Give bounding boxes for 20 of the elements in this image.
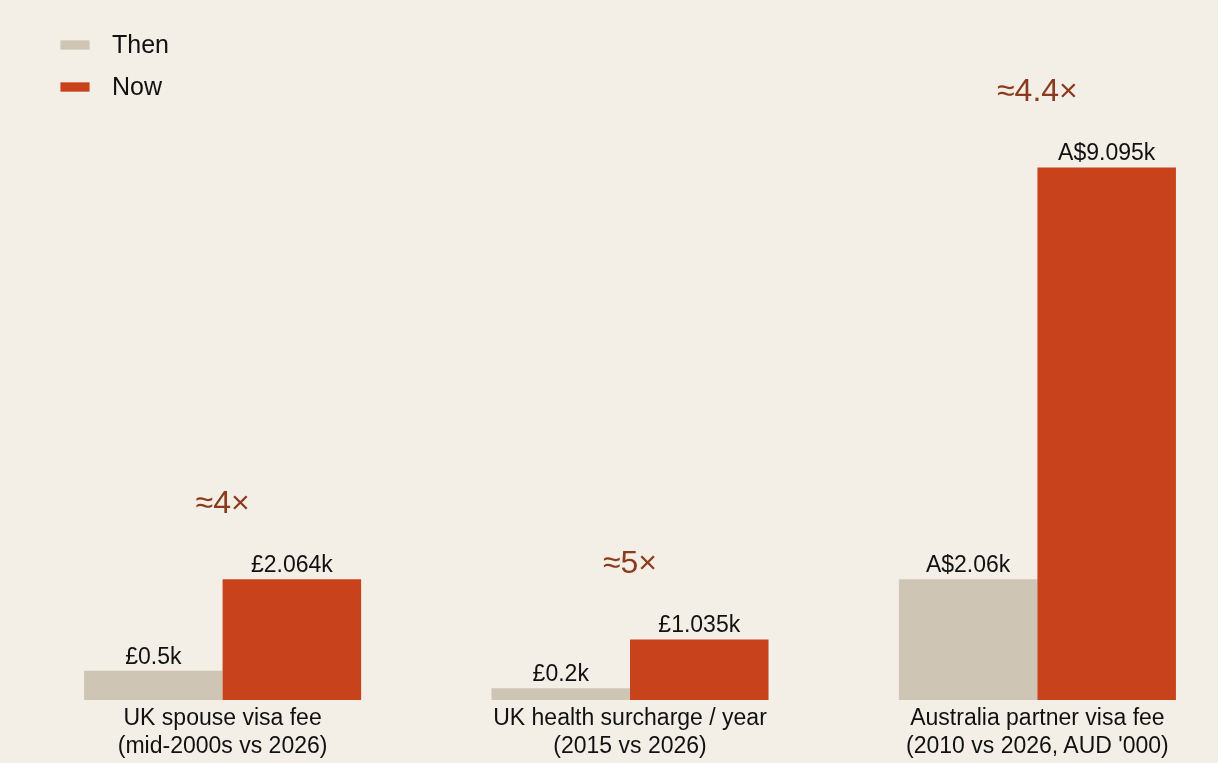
x-tick-label: UK spouse visa fee (mid-2000s vs 2026) — [117, 703, 328, 758]
text: ≈4.4× — [997, 72, 1078, 109]
x-tick-label: UK health surcharge / year (2015 vs 2026) — [493, 703, 768, 758]
legend-label: Then — [112, 30, 169, 58]
data-label: A$2.06k — [925, 551, 1011, 578]
annotation: ≈5× — [602, 544, 658, 581]
data-label: £2.064k — [250, 551, 334, 578]
legend-label: Now — [112, 72, 163, 100]
data-label: A$9.095k — [1058, 139, 1156, 166]
data-label: £0.2k — [532, 660, 590, 687]
annotation: ≈4× — [195, 484, 250, 521]
bar — [491, 688, 630, 700]
bar — [84, 670, 223, 700]
bar — [630, 639, 769, 700]
data-label: £1.035k — [658, 611, 741, 638]
x-tick-label: Australia partner visa fee (2010 vs 2026, AUD '000) — [906, 703, 1169, 758]
data-label: £0.5k — [125, 642, 182, 669]
bar — [222, 579, 362, 700]
bar — [898, 579, 1038, 700]
bar — [1037, 167, 1176, 700]
